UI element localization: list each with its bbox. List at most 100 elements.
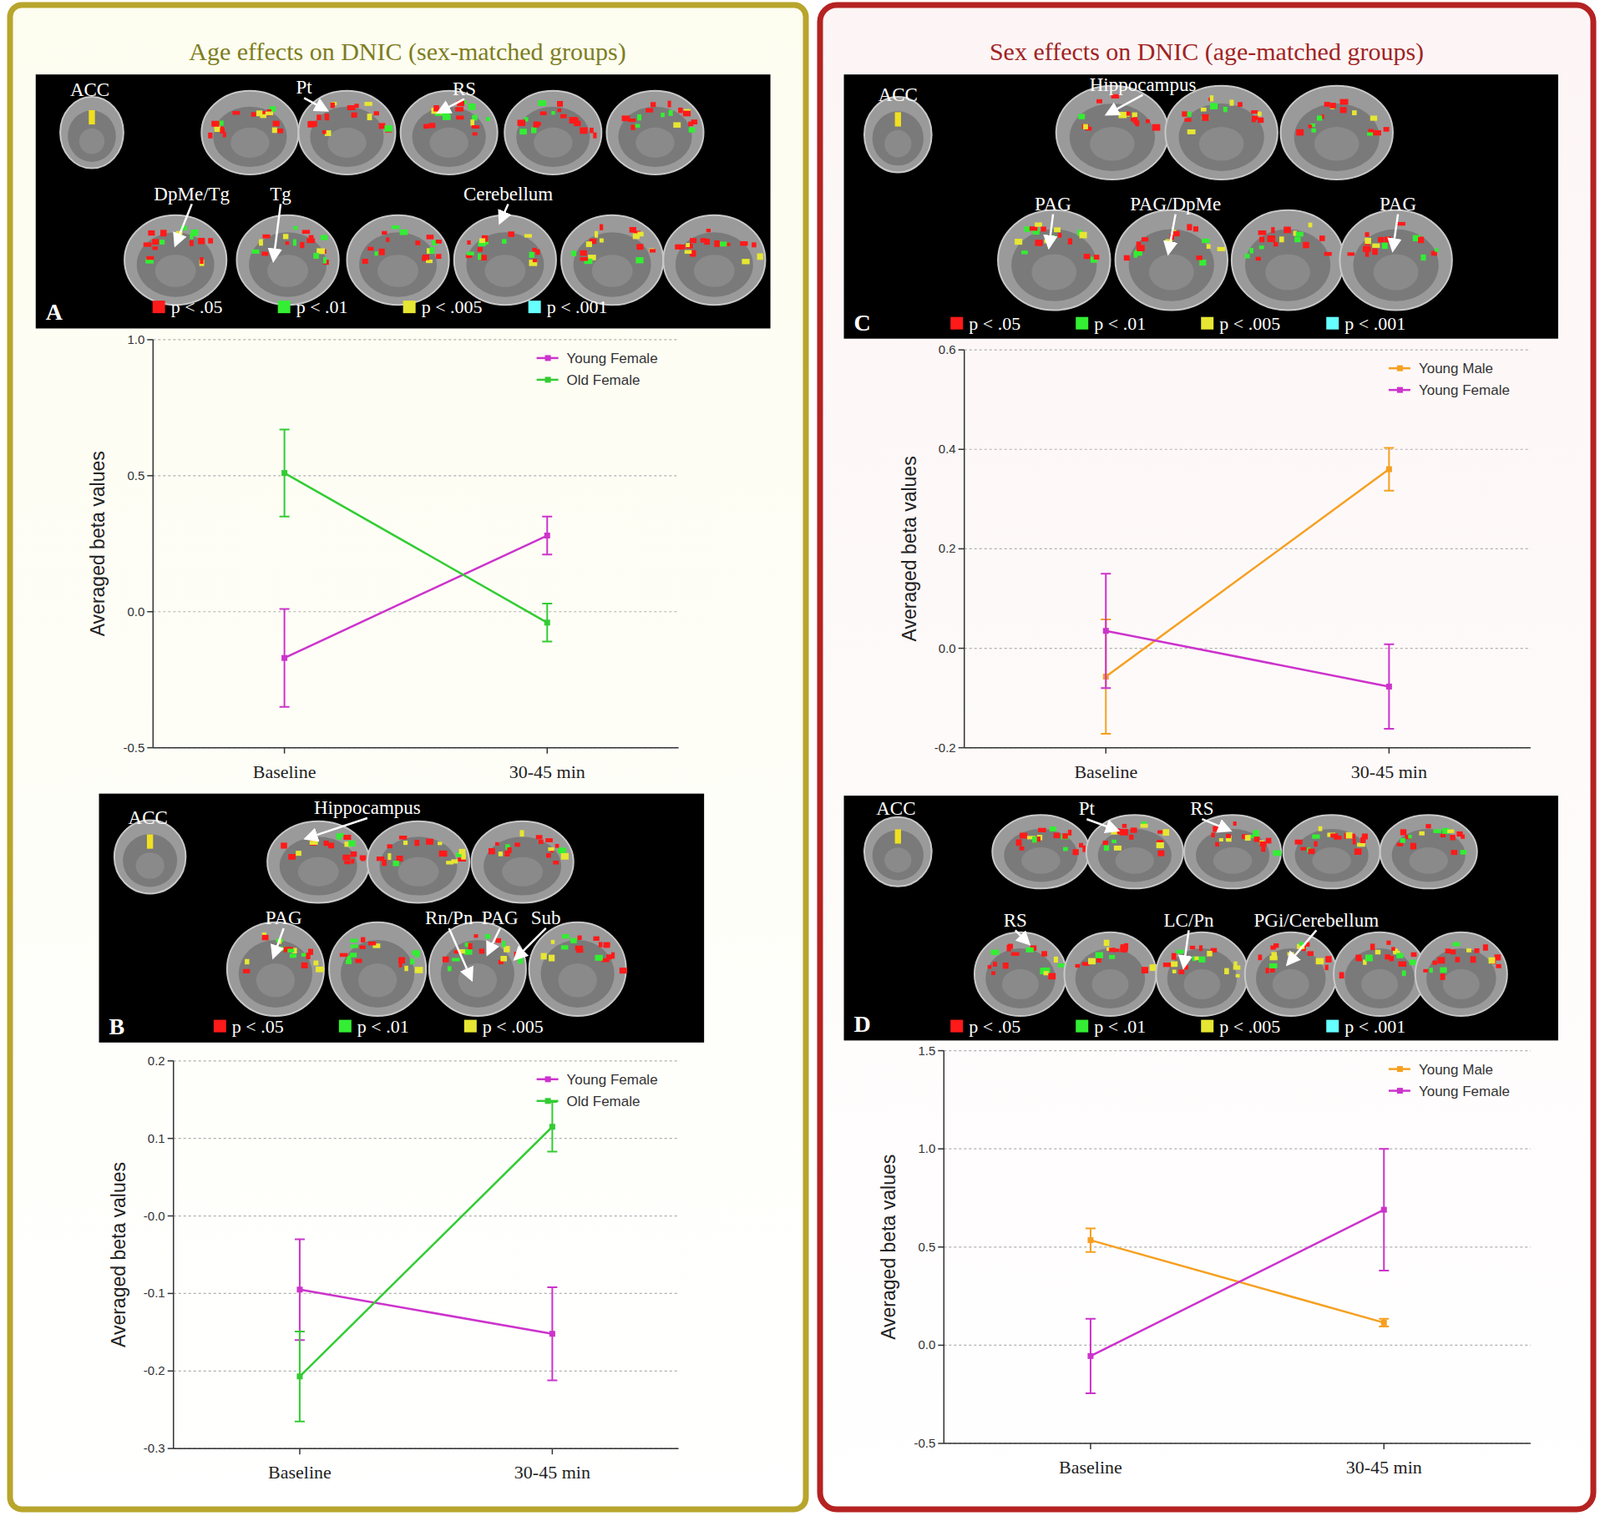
voxel [322,130,327,134]
voxel [1308,849,1316,856]
significance-label: p < .005 [482,1016,544,1038]
voxel [473,934,478,938]
voxel [634,123,640,127]
brain-tissue [1265,253,1311,290]
series-line [284,536,548,659]
voxel [1199,259,1206,266]
grid-line [152,475,679,476]
voxel [1318,826,1323,832]
voxel [391,225,400,229]
image-background [35,74,771,329]
marker [1381,1320,1388,1327]
arrow [1287,930,1317,964]
brain-image: ACCPtRSRSLC/PnPGi/CerebellumDp < .05p < … [844,795,1559,1041]
voxel [547,847,554,851]
grid-line [173,1138,679,1140]
legend-marker [1397,387,1403,394]
voxel [1398,962,1408,968]
voxel [374,111,380,116]
error-bar [1085,1319,1096,1394]
voxel [1083,124,1089,130]
image-label: DpMe/Tg [153,183,230,205]
brain-tissue [1353,228,1439,301]
brain-tissue [465,232,544,297]
voxel [532,258,537,263]
voxel [1129,835,1134,841]
voxel [1360,837,1366,844]
voxel [379,248,385,256]
arrow [1107,95,1144,115]
voxel [561,945,569,950]
significance-swatch [464,1020,477,1033]
grid-line [173,1293,679,1295]
brain-slice [1063,932,1156,1017]
voxel [1265,967,1269,974]
image-background [844,795,1559,1041]
brain-slice [663,215,765,306]
arrow [487,928,501,955]
voxel [561,853,569,861]
brain-tissue [212,106,287,168]
voxel [555,844,560,849]
error-bar [1378,1319,1389,1327]
voxel [1356,957,1363,962]
voxel [1176,950,1184,955]
voxel [1078,843,1084,848]
brain-slice [471,821,574,904]
voxel [1432,961,1437,966]
legend-marker [545,1098,552,1104]
voxel [367,247,374,251]
brain-tissue [440,940,515,1008]
voxel [1454,956,1460,963]
voxel [560,114,568,119]
tick-label: 0.2 [938,541,957,556]
voxel [1386,941,1391,946]
significance-swatch [1326,1020,1339,1033]
voxel [1259,236,1265,243]
brain-tissue [1091,969,1129,1000]
voxel [987,965,993,969]
image-label: RS [1003,910,1028,932]
voxel [1108,947,1115,952]
brain-tissue [412,106,487,168]
voxel [551,111,555,115]
tick-label: 0.0 [917,1337,936,1352]
voxel [1083,962,1089,967]
brain-tissue [483,836,562,896]
voxel [285,241,290,245]
series-line [1105,469,1389,677]
grid-line [943,1050,1531,1052]
marker [296,1286,303,1293]
voxel [1187,111,1192,117]
brain-tissue [1002,969,1039,1000]
voxel [364,101,372,107]
voxel [1136,241,1142,247]
voxel [1422,969,1428,973]
voxel [433,105,440,112]
brain-tissue [592,254,633,288]
voxel [594,231,598,238]
brain-slice [997,210,1110,311]
voxel [1210,95,1214,102]
voxel [1141,967,1149,974]
voxel [1078,113,1085,119]
voxel [1093,254,1100,260]
plot-data [1085,1149,1389,1394]
tick-mark [546,748,549,755]
brain-tissue [884,130,912,158]
grid-line [152,747,679,749]
voxel [151,246,158,250]
voxel [1034,222,1043,227]
series-line [1090,1210,1384,1357]
voxel [604,942,610,948]
arrow [1015,930,1029,944]
voxel [262,935,269,941]
tick-mark [167,1371,174,1373]
voxel [1021,250,1028,254]
voxel [342,855,350,861]
brain-slice [298,91,395,175]
brain-tissue [1392,829,1466,882]
voxel [531,126,537,133]
voxel [1325,965,1329,971]
voxel [273,121,280,127]
